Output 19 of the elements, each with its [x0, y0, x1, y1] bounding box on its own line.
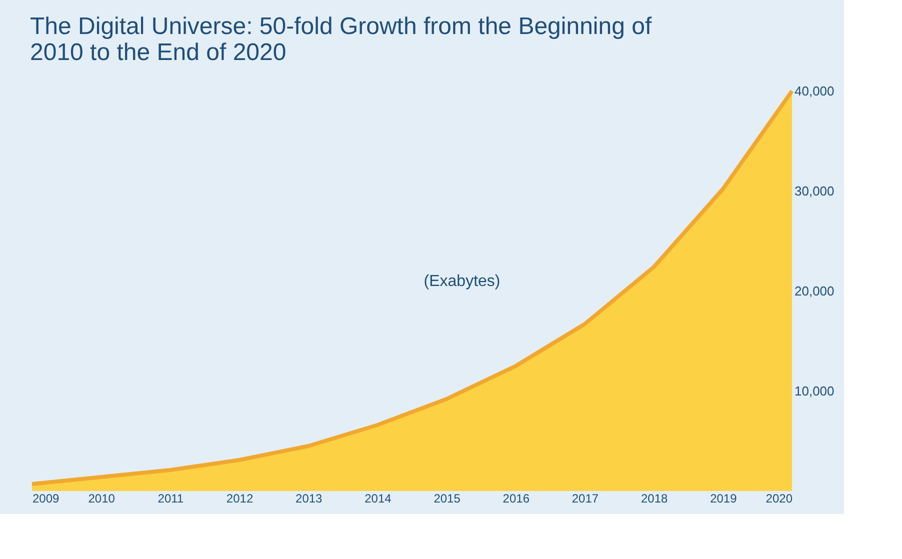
x-tick-label: 2015 [434, 492, 461, 506]
y-tick-label: 10,000 [794, 384, 834, 398]
text: The Digital Universe: 50-fold Growth from the Beginning of [30, 13, 652, 40]
y-tick-label: 20,000 [794, 284, 834, 298]
x-tick-label: 2014 [364, 492, 392, 506]
x-tick-label: 2011 [158, 492, 184, 506]
x-tick-label: 2009 [32, 492, 60, 506]
x-tick-label: 2012 [226, 492, 254, 506]
x-tick-label: 2018 [640, 492, 668, 506]
x-tick-label: 2016 [502, 492, 530, 506]
text: 2010 to the End of 2020 [30, 39, 286, 66]
y-tick-label: 30,000 [794, 184, 834, 198]
x-tick-label: 2017 [572, 492, 599, 506]
x-tick-label: 2010 [88, 492, 116, 506]
x-tick-label: 2020 [766, 492, 793, 506]
x-tick-label: 2019 [710, 492, 738, 506]
annotation: (Exabytes) [424, 273, 500, 290]
x-tick-label: 2013 [296, 492, 323, 506]
y-tick-label: 40,000 [794, 84, 834, 98]
